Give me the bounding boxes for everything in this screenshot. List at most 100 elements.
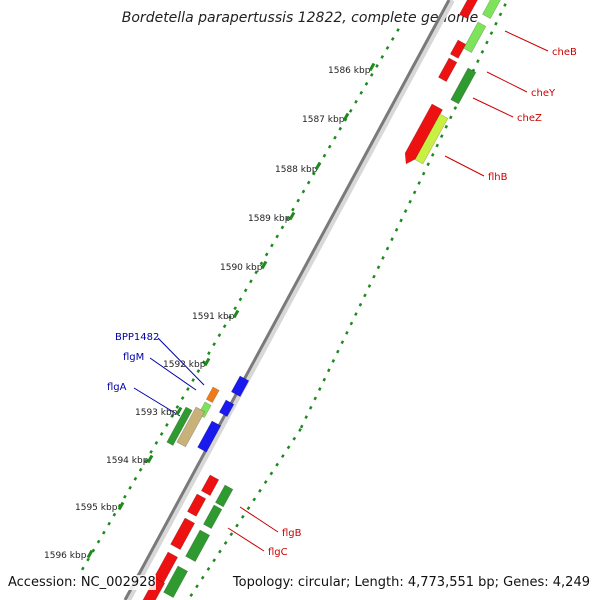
outer-tick-mark: [369, 72, 374, 77]
outer-tick-mark: [380, 55, 385, 59]
inner-tick-mark: [252, 497, 257, 502]
kbp-major-tick: [260, 260, 268, 270]
inner-tick-mark: [476, 59, 480, 64]
outer-tick-mark: [259, 261, 264, 266]
inner-tick-mark: [498, 12, 503, 17]
outer-tick-mark: [238, 297, 243, 302]
inner-tick-mark: [376, 265, 381, 270]
outer-tick-mark: [228, 315, 232, 320]
outer-tick-mark: [159, 431, 164, 436]
outer-tick-mark: [296, 198, 301, 203]
inner-tick-mark: [399, 218, 403, 223]
outer-tick-mark: [138, 467, 143, 472]
inner-tick-mark: [263, 480, 268, 485]
gene-leader-line: [472, 97, 514, 118]
kbp-label: 1588 kbp: [275, 165, 318, 175]
kbp-label: 1596 kbp: [44, 551, 87, 561]
inner-tick-mark: [223, 540, 228, 545]
inner-tick-mark: [381, 256, 385, 260]
gene-flhb-green: [414, 113, 449, 165]
inner-tick-mark: [317, 387, 322, 391]
inner-tick-mark: [331, 359, 336, 363]
inner-tick-mark: [240, 514, 245, 519]
gene-flgb: [214, 484, 234, 508]
inner-tick-mark: [286, 445, 291, 450]
inner-tick-mark: [304, 415, 308, 420]
outer-tick-mark: [354, 99, 358, 104]
inner-tick-mark: [385, 246, 390, 251]
inner-tick-mark: [218, 549, 222, 554]
outer-tick-mark: [175, 405, 180, 409]
outer-tick-mark: [144, 458, 148, 463]
outer-tick-mark: [306, 180, 311, 185]
gene-label: flgA: [107, 382, 127, 393]
gene-leader-line: [149, 357, 197, 391]
outer-tick-mark: [207, 351, 211, 356]
outer-tick-mark: [196, 369, 201, 374]
outer-tick-mark: [243, 288, 248, 293]
kbp-major-tick: [314, 161, 322, 171]
inner-tick-mark: [292, 436, 297, 441]
inner-tick-mark: [363, 293, 367, 298]
kbp-label: 1593 kbp: [135, 408, 178, 418]
outer-tick-mark: [359, 90, 364, 95]
gene-label: flgC: [268, 547, 288, 558]
inner-tick-mark: [453, 106, 458, 110]
gene-leader-line: [504, 30, 549, 52]
inner-tick-mark: [503, 3, 507, 7]
inner-tick-mark: [403, 209, 408, 213]
inner-tick-mark: [489, 31, 494, 35]
inner-tick-mark: [358, 302, 363, 307]
gene-flg-green: [163, 565, 189, 598]
accession-text: Accession: NC_002928: [8, 575, 156, 590]
inner-tick-mark: [235, 523, 239, 528]
inner-tick-mark: [327, 368, 331, 373]
outer-tick-mark: [364, 81, 369, 86]
kbp-major-tick: [117, 501, 125, 511]
gene-label: cheY: [531, 88, 556, 99]
kbp-label: 1590 kbp: [220, 263, 263, 273]
outer-tick-mark: [275, 234, 280, 239]
outer-tick-mark: [338, 126, 343, 131]
inner-tick-mark: [494, 21, 498, 26]
gene-label: cheZ: [517, 113, 542, 124]
inner-tick-mark: [426, 162, 430, 167]
outer-tick-mark: [123, 494, 127, 499]
outer-tick-mark: [217, 333, 222, 338]
inner-tick-mark: [340, 340, 345, 345]
gene-chez-green: [450, 67, 477, 105]
gene-blue: [197, 420, 222, 453]
inner-tick-mark: [313, 396, 318, 401]
inner-tick-mark: [412, 190, 417, 195]
inner-tick-mark: [349, 321, 354, 326]
inner-tick-mark: [480, 49, 485, 54]
inner-tick-mark: [435, 143, 440, 148]
outer-tick-mark: [86, 557, 90, 562]
outer-tick-mark: [249, 279, 253, 284]
outer-tick-mark: [112, 512, 117, 517]
inner-tick-mark: [449, 115, 453, 120]
inner-tick-mark: [246, 506, 251, 511]
inner-tick-mark: [367, 284, 372, 288]
kbp-label: 1594 kbp: [106, 456, 149, 466]
outer-tick-mark: [149, 449, 153, 454]
kbp-label: 1591 kbp: [192, 312, 235, 322]
outer-tick-mark: [301, 189, 306, 194]
kbp-label: 1589 kbp: [248, 214, 291, 224]
outer-tick-mark: [327, 144, 332, 149]
inner-tick-mark: [322, 377, 327, 382]
gene-leader-line: [486, 71, 528, 93]
inner-tick-mark: [408, 199, 412, 204]
gene-flga: [176, 406, 206, 448]
gene-flg-red: [170, 517, 196, 550]
kbp-label: 1587 kbp: [302, 115, 345, 125]
gene-flgc: [203, 504, 223, 530]
outer-tick-mark: [107, 521, 111, 526]
gene-label: flgB: [282, 528, 302, 539]
kbp-major-tick: [288, 211, 296, 221]
outer-tick-mark: [154, 440, 159, 445]
outer-tick-mark: [128, 485, 132, 490]
inner-tick-mark: [354, 312, 358, 317]
inner-tick-mark: [229, 532, 234, 537]
